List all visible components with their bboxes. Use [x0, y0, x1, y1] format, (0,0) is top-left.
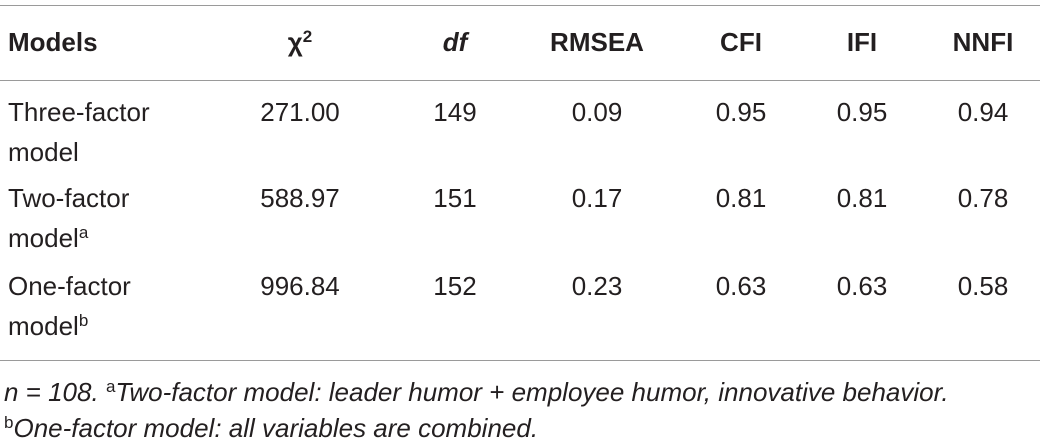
- value-cell: 0.78: [957, 183, 1009, 213]
- header-cell: Models: [8, 22, 98, 62]
- header-rule: [0, 80, 1040, 81]
- value-cell: 996.84: [260, 271, 340, 301]
- value-cell: 0.94: [957, 97, 1009, 127]
- header-text: df: [442, 27, 468, 57]
- note-mark: a: [105, 377, 116, 396]
- value-cell: 0.95: [836, 97, 888, 127]
- model-cell: One-factor modelb: [8, 266, 188, 346]
- header-text: CFI: [720, 27, 762, 57]
- header-cell: χ2: [230, 22, 370, 62]
- footnote: n = 108. aTwo-factor model: leader humor…: [4, 374, 949, 410]
- bottom-rule: [0, 360, 1040, 361]
- value-cell: 0.23: [571, 271, 623, 301]
- header-cell: RMSEA: [527, 22, 667, 62]
- value-cell: 271.00: [260, 97, 340, 127]
- value-cell: 0.81: [836, 183, 888, 213]
- header-text: NNFI: [952, 27, 1014, 57]
- header-superscript: 2: [302, 27, 313, 46]
- header-text: RMSEA: [550, 27, 644, 57]
- top-rule: [0, 5, 1040, 6]
- value-cell: 0.17: [571, 183, 623, 213]
- value-cell: 149: [433, 97, 477, 127]
- value-cell: 152: [433, 271, 477, 301]
- note-text: Two-factor model: leader humor + employe…: [115, 377, 949, 407]
- header-cell: NNFI: [913, 22, 1040, 62]
- note-text: One-factor model: all variables are comb…: [13, 413, 539, 443]
- value-cell: 0.63: [836, 271, 888, 301]
- note-mark: b: [78, 311, 89, 330]
- note-mark: a: [78, 223, 89, 242]
- model-cell: Three-factor model: [8, 92, 188, 172]
- model-name: Three-factor model: [8, 97, 150, 167]
- sample-size: n = 108.: [4, 377, 99, 407]
- header-cell: IFI: [792, 22, 932, 62]
- value-cell: 151: [433, 183, 477, 213]
- header-text: IFI: [846, 27, 878, 57]
- model-name: Two-factor model: [8, 183, 130, 253]
- header-text: Models: [8, 27, 98, 57]
- footnote: bOne-factor model: all variables are com…: [4, 410, 538, 446]
- model-name: One-factor model: [8, 271, 131, 341]
- header-cell: df: [385, 22, 525, 62]
- value-cell: 0.09: [571, 97, 623, 127]
- value-cell: 0.58: [957, 271, 1009, 301]
- note-mark: b: [4, 413, 14, 432]
- header-text: χ: [287, 27, 303, 57]
- value-cell: 0.63: [715, 271, 767, 301]
- value-cell: 0.95: [715, 97, 767, 127]
- header-cell: CFI: [671, 22, 811, 62]
- value-cell: 588.97: [260, 183, 340, 213]
- model-cell: Two-factor modela: [8, 178, 188, 258]
- value-cell: 0.81: [715, 183, 767, 213]
